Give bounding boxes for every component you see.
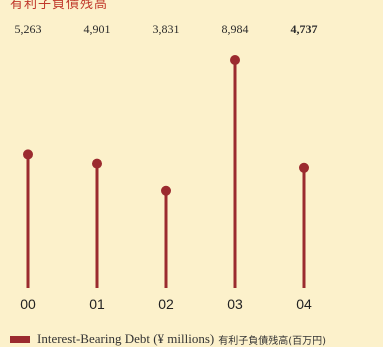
chart-title-fragment: 有利子負債残高	[10, 0, 109, 12]
dot-00	[23, 149, 33, 160]
tick-label-01: 01	[89, 296, 105, 312]
legend-label-en: Interest-Bearing Debt (¥ millions)	[37, 331, 215, 346]
tick-label-04: 04	[296, 296, 312, 312]
dot-02	[161, 185, 171, 196]
legend-label-ja: 有利子負債残高(百万円)	[218, 335, 327, 347]
dot-01	[92, 158, 102, 169]
value-label-03: 8,984	[222, 22, 249, 36]
legend: Interest-Bearing Debt (¥ millions) 有利子負債…	[10, 331, 326, 347]
value-label-04: 4,737	[291, 22, 318, 36]
dot-04	[299, 162, 309, 173]
value-label-00: 5,263	[15, 22, 42, 36]
tick-label-00: 00	[20, 296, 36, 312]
tick-label-03: 03	[227, 296, 243, 312]
lollipop-chart: 5,263 00 4,901 01 3,831 02 8,984 03 4,737 04	[15, 22, 318, 312]
legend-swatch	[10, 335, 30, 343]
tick-label-02: 02	[158, 296, 174, 312]
value-label-01: 4,901	[84, 22, 111, 36]
dot-03	[230, 55, 240, 65]
value-label-02: 3,831	[153, 22, 180, 36]
